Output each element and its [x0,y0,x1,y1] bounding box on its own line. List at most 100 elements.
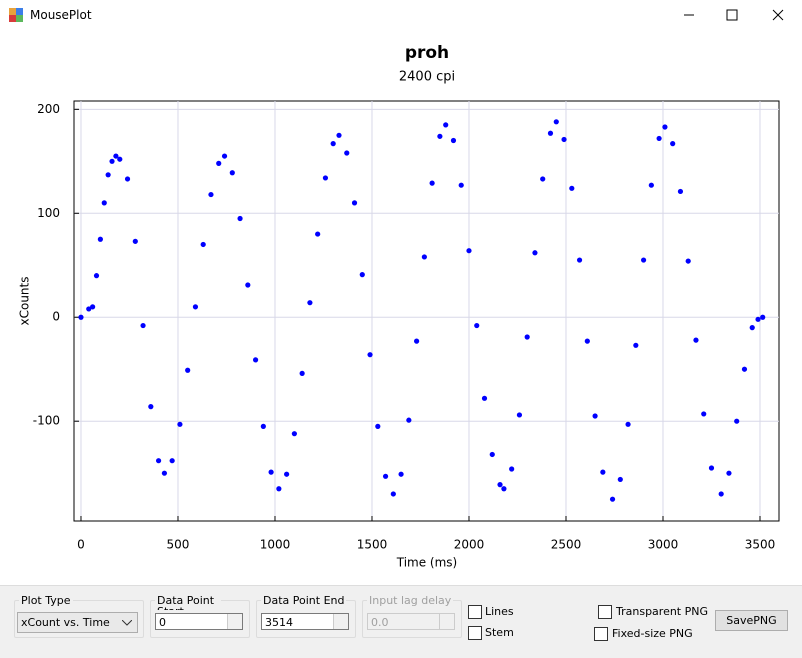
x-tick-label: 3500 [745,538,776,552]
data-point [344,150,350,156]
end-value: 3514 [265,616,293,629]
lag-value: 0.0 [371,616,389,629]
data-point [617,476,623,483]
spinner[interactable] [333,614,348,629]
data-point [755,316,761,322]
y-tick-label: 200 [37,102,60,116]
transparent-png-checkbox[interactable] [598,605,612,619]
data-point [466,248,472,254]
data-point [351,200,358,206]
x-tick-label: 2000 [454,538,485,552]
data-point [516,412,523,418]
data-point [192,304,199,310]
start-input[interactable]: 0 [155,613,243,630]
y-tick-label: 100 [37,206,60,220]
data-point [489,451,495,458]
data-point [481,395,488,401]
data-point [375,423,381,429]
data-point [625,421,631,427]
data-point [576,257,583,263]
data-point [299,370,305,376]
data-point [749,325,755,331]
data-point [633,342,639,348]
data-point [90,304,96,310]
spinner [439,614,454,629]
data-point [117,156,123,162]
data-point [336,132,342,138]
combo-arrow [122,620,132,626]
data-point [561,136,567,143]
data-point [708,465,715,471]
data-point [390,491,396,497]
start-value: 0 [159,616,166,629]
data-point [367,352,373,358]
chart-title: proh [405,43,449,63]
data-point [734,418,740,424]
data-point [315,231,321,237]
plot-type-value: xCount vs. Time [21,616,110,629]
data-point [140,322,146,329]
window-title: MousePlot [30,8,92,22]
data-point [276,486,282,492]
data-point [359,272,365,278]
data-point [245,282,251,288]
data-point [169,458,175,464]
y-tick-label: -100 [33,414,60,428]
data-point [185,367,191,373]
data-point [229,170,235,176]
chart-subtitle: 2400 cpi [399,70,455,85]
data-point [640,257,647,263]
x-axis-label: Time (ms) [396,556,458,570]
x-tick-label: 3000 [648,538,679,552]
data-point [252,357,259,363]
stem-label[interactable]: Stem [485,626,514,639]
start-label: Data Point Start [155,595,221,610]
end-input[interactable]: 3514 [261,613,349,630]
data-point [124,176,131,182]
data-point [760,314,766,320]
data-point [685,258,691,264]
plot-type-label: Plot Type [19,594,73,607]
plot-type-combo[interactable]: xCount vs. Time [17,612,138,633]
data-point [208,191,214,198]
data-point [291,431,297,437]
data-point [155,458,162,464]
lines-checkbox[interactable] [468,605,482,619]
data-point [307,300,313,306]
data-point [221,153,228,159]
data-point [443,122,449,128]
close-button[interactable] [772,9,784,21]
data-point [237,215,243,222]
data-point [161,470,168,476]
data-point [382,473,389,479]
data-point [677,188,684,195]
data-point [656,135,662,142]
plot-area [73,100,780,522]
data-point [177,421,183,427]
plot-type-group [14,600,144,638]
data-point [78,314,84,320]
x-tick-label: 1000 [260,538,291,552]
data-point [330,141,336,147]
data-point [414,338,420,344]
spinner[interactable] [227,614,242,629]
fixed-size-png-label[interactable]: Fixed-size PNG [612,627,693,640]
transparent-png-label[interactable]: Transparent PNG [616,605,709,618]
data-point [437,133,443,139]
fixed-size-png-checkbox[interactable] [594,627,608,641]
data-point [547,130,554,136]
data-point [398,471,404,477]
lines-label[interactable]: Lines [485,605,514,618]
data-point [600,469,606,475]
data-point [670,141,676,147]
stem-checkbox[interactable] [468,626,482,640]
data-point [260,423,266,429]
data-point [429,180,435,186]
x-tick-label: 500 [167,538,190,552]
save-png-button[interactable]: SavePNG [715,610,788,631]
data-point [86,306,92,312]
maximize-button[interactable] [726,9,738,21]
data-point [584,338,590,344]
x-tick-label: 0 [77,538,85,552]
data-point [450,137,457,144]
